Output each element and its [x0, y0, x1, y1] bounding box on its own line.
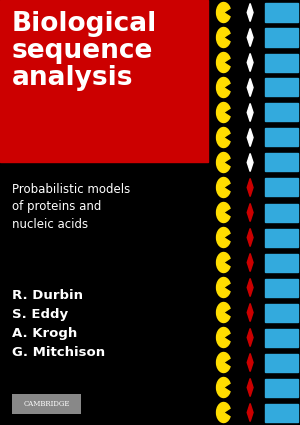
Bar — [265, 354, 298, 371]
Bar — [265, 178, 298, 196]
Polygon shape — [247, 379, 253, 397]
Wedge shape — [217, 128, 230, 147]
Wedge shape — [217, 377, 230, 397]
Wedge shape — [217, 328, 230, 348]
Bar — [265, 278, 298, 297]
Wedge shape — [217, 303, 230, 323]
Bar — [265, 329, 298, 346]
Bar — [265, 153, 298, 172]
Bar — [265, 128, 298, 147]
Polygon shape — [247, 3, 253, 22]
Bar — [0, 0, 208, 162]
Wedge shape — [217, 102, 230, 122]
Wedge shape — [217, 402, 230, 422]
Wedge shape — [217, 53, 230, 73]
Bar — [265, 79, 298, 96]
Polygon shape — [247, 253, 253, 272]
Text: CAMBRIDGE: CAMBRIDGE — [23, 400, 70, 408]
Polygon shape — [247, 354, 253, 371]
Bar — [265, 28, 298, 46]
Text: Biological
sequence
analysis: Biological sequence analysis — [12, 11, 157, 91]
Bar — [265, 253, 298, 272]
Text: Probabilistic models
of proteins and
nucleic acids: Probabilistic models of proteins and nuc… — [12, 183, 130, 231]
Wedge shape — [217, 178, 230, 198]
Bar — [265, 204, 298, 221]
Bar — [265, 54, 298, 71]
Polygon shape — [247, 54, 253, 71]
Text: R. Durbin
S. Eddy
A. Krogh
G. Mitchison: R. Durbin S. Eddy A. Krogh G. Mitchison — [12, 289, 105, 359]
Polygon shape — [247, 303, 253, 321]
Wedge shape — [217, 227, 230, 247]
Polygon shape — [247, 229, 253, 246]
Polygon shape — [247, 403, 253, 422]
Wedge shape — [217, 278, 230, 298]
FancyBboxPatch shape — [12, 394, 81, 414]
Wedge shape — [217, 352, 230, 372]
Polygon shape — [247, 153, 253, 172]
Polygon shape — [247, 79, 253, 96]
Bar — [265, 104, 298, 122]
Wedge shape — [217, 252, 230, 272]
Bar — [265, 379, 298, 397]
Bar — [265, 303, 298, 321]
Polygon shape — [247, 104, 253, 122]
Polygon shape — [247, 204, 253, 221]
Polygon shape — [247, 178, 253, 196]
Wedge shape — [217, 153, 230, 173]
Bar — [265, 229, 298, 246]
Polygon shape — [247, 28, 253, 46]
Wedge shape — [217, 202, 230, 223]
Polygon shape — [247, 329, 253, 346]
Bar — [265, 3, 298, 22]
Polygon shape — [247, 278, 253, 297]
Bar — [265, 403, 298, 422]
Wedge shape — [217, 77, 230, 97]
Wedge shape — [217, 3, 230, 23]
Polygon shape — [247, 128, 253, 147]
Wedge shape — [217, 28, 230, 48]
